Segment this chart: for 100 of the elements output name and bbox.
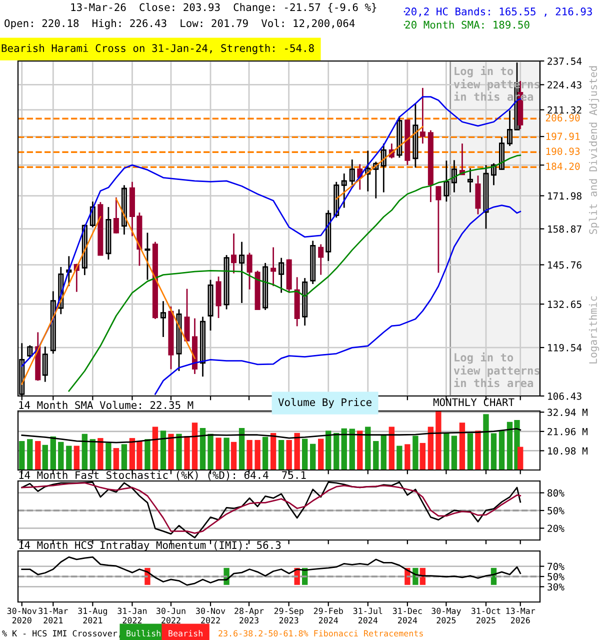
y-tick-label: 30% bbox=[548, 583, 564, 591]
y-tick-label: 20% bbox=[548, 524, 564, 532]
y-tick-label: 145.76 bbox=[548, 261, 582, 269]
bar bbox=[349, 428, 355, 470]
text: Bearish Harami Cross on 31-Jan-24, Strength: -54.8 bbox=[2, 44, 314, 54]
bar bbox=[286, 440, 292, 470]
bar bbox=[412, 436, 418, 470]
y-tick-label: 171.98 bbox=[548, 192, 582, 200]
bar bbox=[270, 432, 276, 470]
bar bbox=[98, 438, 104, 470]
bar bbox=[254, 440, 260, 470]
x-tick-label: 28-Apr 2023 bbox=[234, 608, 264, 624]
bar bbox=[208, 434, 214, 470]
bar bbox=[74, 446, 80, 470]
legend-label: 20 Month SMA: 189.50 bbox=[405, 20, 530, 29]
bar bbox=[27, 439, 33, 470]
bar bbox=[66, 446, 72, 470]
bar bbox=[483, 414, 489, 470]
bar bbox=[230, 442, 237, 470]
x-tick-label: 30-May 2025 bbox=[432, 608, 461, 624]
x-tick-label: 31-Jul 2024 bbox=[353, 608, 382, 624]
bar bbox=[246, 440, 252, 470]
bar bbox=[365, 426, 371, 470]
y-tick-label: 237.54 bbox=[548, 58, 582, 65]
bar bbox=[82, 434, 88, 470]
legend-label: 20,2 HC Bands: 165.55 , 216.93 bbox=[405, 7, 592, 17]
bar bbox=[192, 422, 198, 470]
y-tick-label: 158.87 bbox=[548, 225, 582, 233]
x-tick-label: 30-Jun 2022 bbox=[156, 608, 186, 624]
text: Logarithmic bbox=[588, 296, 600, 364]
bar bbox=[396, 446, 402, 470]
ref-line-label: 206.90 bbox=[546, 114, 580, 122]
bar bbox=[475, 430, 481, 470]
x-tick-label: 31-Jan 2022 bbox=[118, 608, 147, 624]
x-tick-label: 31-Dec 2024 bbox=[392, 608, 422, 624]
bar bbox=[144, 439, 150, 470]
chart-title: 13-Mar-26 Close: 203.93 Change: -21.57 {-9.6 %} bbox=[71, 3, 376, 14]
y-tick-label: 224.43 bbox=[548, 81, 582, 89]
bar bbox=[200, 428, 206, 470]
y-tick-label: 70% bbox=[548, 562, 564, 570]
bar bbox=[451, 436, 458, 470]
y-tick-label: 132.65 bbox=[548, 300, 582, 308]
y-tick-label: 50% bbox=[548, 573, 564, 580]
bar bbox=[121, 444, 128, 470]
bar bbox=[326, 430, 332, 470]
bar bbox=[518, 446, 524, 470]
y-tick-label: 10.98 M bbox=[548, 447, 588, 455]
x-tick-label: 30-Nov 2020 bbox=[7, 608, 37, 624]
bar bbox=[444, 433, 450, 470]
chart-title: 14 Month SMA Volume: 22.35 M bbox=[19, 400, 194, 409]
ref-line-label: 190.93 bbox=[546, 148, 580, 155]
annotation: Log in to view patterns in this area bbox=[454, 352, 540, 388]
bar bbox=[404, 444, 410, 470]
bar bbox=[35, 441, 41, 470]
bar bbox=[262, 436, 268, 470]
bar bbox=[294, 432, 300, 470]
ref-line-label: 184.20 bbox=[546, 162, 580, 170]
bar bbox=[58, 442, 64, 470]
y-tick-label: 21.96 M bbox=[548, 428, 588, 436]
text: Split and Dividend Adjusted bbox=[588, 66, 600, 234]
bar bbox=[278, 440, 284, 470]
chart-subtitle: Open: 220.18 High: 226.43 Low: 201.79 Vol: 12,200,064 bbox=[4, 19, 355, 30]
bar bbox=[152, 426, 158, 470]
bar bbox=[373, 441, 379, 470]
bar bbox=[50, 436, 56, 470]
bar bbox=[184, 436, 190, 470]
text: Bullish bbox=[126, 630, 160, 636]
bar bbox=[113, 448, 120, 470]
x-tick-label: 31-Oct 2025 bbox=[472, 608, 500, 624]
x-tick-label: 29-Feb 2024 bbox=[314, 608, 343, 624]
bar bbox=[238, 428, 245, 470]
bar bbox=[380, 435, 386, 470]
y-tick-label: 106.43 bbox=[548, 392, 582, 400]
x-tick-label: 29-Sep 2023 bbox=[274, 608, 304, 624]
y-tick-label: 119.54 bbox=[548, 344, 582, 352]
bar bbox=[334, 432, 340, 470]
ref-line-label: 197.91 bbox=[546, 132, 580, 140]
x-tick-label: 31-Aug 2021 bbox=[78, 608, 107, 624]
bar bbox=[310, 444, 316, 470]
bar bbox=[318, 438, 324, 470]
bar bbox=[42, 444, 48, 470]
bar bbox=[168, 434, 174, 470]
bar bbox=[357, 430, 363, 470]
bar bbox=[420, 442, 426, 470]
y-tick-label: 211.32 bbox=[548, 106, 582, 114]
bar bbox=[459, 422, 466, 470]
text: MONTHLY CHART bbox=[433, 398, 514, 406]
text: % K - HCS IMI Crossover, bbox=[2, 630, 120, 638]
text: Bearish bbox=[168, 630, 202, 636]
line-series bbox=[21, 428, 522, 444]
bar bbox=[341, 428, 347, 470]
bar bbox=[302, 438, 308, 470]
bar bbox=[436, 411, 442, 470]
x-tick-label: 31-Mar 2021 bbox=[38, 608, 68, 624]
x-tick-label: 30-Nov 2022 bbox=[196, 608, 226, 624]
bar bbox=[19, 441, 25, 470]
bar bbox=[106, 442, 112, 470]
y-tick-label: 80% bbox=[548, 489, 564, 497]
bar bbox=[176, 434, 182, 470]
bar bbox=[224, 438, 230, 470]
